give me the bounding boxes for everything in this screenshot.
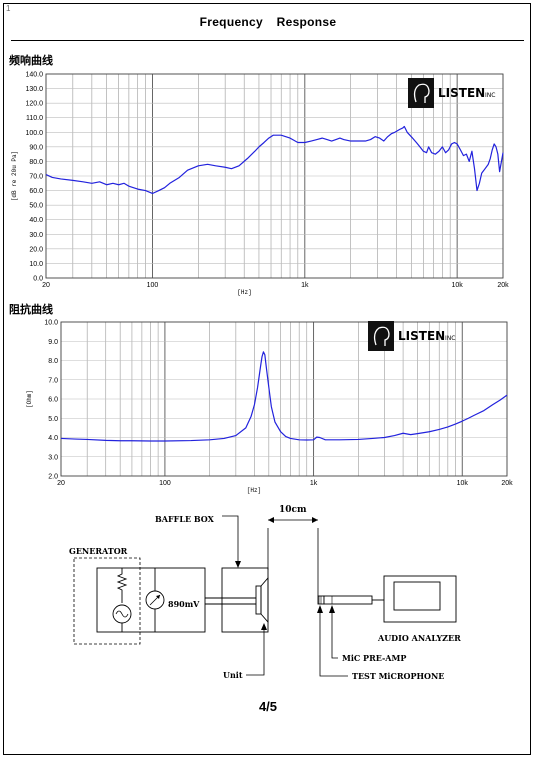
y-tick-label: 10.0 — [29, 261, 43, 268]
x-tick-label: 100 — [147, 282, 159, 289]
y-tick-label: 70.0 — [29, 174, 43, 181]
y-tick-label: 3.0 — [48, 454, 58, 461]
y-tick-label: 120.0 — [25, 101, 43, 108]
x-tick-label: 20k — [501, 480, 513, 487]
logo-head-outline — [373, 326, 390, 346]
y-tick-label: 9.0 — [48, 339, 58, 346]
distance-label: 10cm — [279, 505, 307, 515]
page-number: 4/5 — [258, 699, 278, 714]
page-title: Frequency Response — [199, 15, 337, 29]
y-tick-label: 30.0 — [29, 232, 43, 239]
series-line — [60, 351, 508, 442]
x-tick-label: 20k — [497, 282, 509, 289]
y-tick-label: 2.0 — [48, 474, 58, 481]
title-divider — [11, 40, 524, 41]
page-frame — [3, 3, 531, 755]
listen-logo-icon — [368, 321, 394, 351]
x-tick-label: 10k — [451, 282, 463, 289]
generator-inner-box — [96, 567, 206, 633]
generator-label: GENERATOR — [69, 546, 128, 556]
x-tick-label: 1k — [310, 480, 318, 487]
plot-border — [45, 73, 504, 279]
frequency-response-chart: 0.0 10.0 20.0 30.0 40.0 50.0 60.0 70.0 80.0 90.0 1… — [11, 72, 509, 297]
y-tick-label: 140.0 — [25, 72, 43, 79]
corner-mark: 1 — [6, 4, 11, 13]
voltage-label: 890mV — [168, 599, 200, 609]
x-tick-label: 10k — [457, 480, 469, 487]
mic-preamp — [323, 595, 373, 605]
y-tick-label: 5.0 — [48, 416, 58, 423]
logo-suffix: INC — [445, 335, 455, 342]
y-tick-label: 60.0 — [29, 188, 43, 195]
y-tick-label: 10.0 — [44, 320, 58, 327]
audio-analyzer — [383, 575, 457, 623]
audio-analyzer-label: AUDIO ANALYZER — [377, 633, 461, 643]
y-tick-label: 110.0 — [26, 115, 43, 122]
audio-analyzer-screen — [393, 581, 441, 611]
test-microphone-label: TEST MiCROPHONE — [352, 671, 444, 681]
plot-border — [60, 321, 508, 477]
y-tick-label: 0.0 — [33, 276, 43, 283]
speaker-unit — [255, 585, 262, 615]
y-axis-label: [Ohm] — [26, 390, 33, 408]
resistor-symbol — [116, 568, 128, 603]
x-tick-label: 100 — [159, 480, 171, 487]
section-label-impedance: 阻抗曲线 — [9, 303, 53, 316]
x-tick-label: 20 — [57, 480, 65, 487]
y-tick-label: 130.0 — [25, 86, 43, 93]
x-tick-label: 20 — [42, 282, 50, 289]
y-tick-label: 50.0 — [29, 203, 43, 210]
y-tick-label: 4.0 — [48, 435, 58, 442]
unit-label: Unit — [223, 670, 243, 680]
x-axis-label: [Hz] — [237, 289, 251, 296]
y-tick-label: 90.0 — [29, 144, 43, 151]
series-line — [45, 125, 504, 195]
y-tick-label: 80.0 — [29, 159, 43, 166]
impedance-chart: 2.0 3.0 4.0 5.0 6.0 7.0 8.0 9.0 10.0 20 100 1k 10k 20… — [26, 320, 513, 495]
y-tick-label: 6.0 — [48, 397, 58, 404]
generator-box — [73, 557, 141, 645]
logo-brand: LISTEN — [438, 86, 485, 100]
logo-suffix: INC — [485, 92, 495, 99]
section-label-frequency: 频响曲线 — [9, 54, 53, 67]
y-tick-label: 8.0 — [48, 358, 58, 365]
logo-head-outline — [413, 83, 430, 103]
baffle-box-label: BAFFLE BOX — [155, 514, 215, 524]
x-tick-label: 1k — [301, 282, 309, 289]
y-tick-label: 100.0 — [25, 130, 43, 137]
y-tick-label: 40.0 — [29, 217, 43, 224]
listen-logo-icon — [408, 78, 434, 108]
mic-preamp-label: MiC PRE-AMP — [342, 653, 406, 663]
logo-brand: LISTEN — [398, 329, 445, 343]
x-axis-label: [Hz] — [247, 487, 261, 494]
y-axis-label: [dB re 20u Pa] — [11, 151, 18, 201]
y-tick-label: 7.0 — [48, 377, 58, 384]
y-tick-label: 20.0 — [29, 246, 43, 253]
